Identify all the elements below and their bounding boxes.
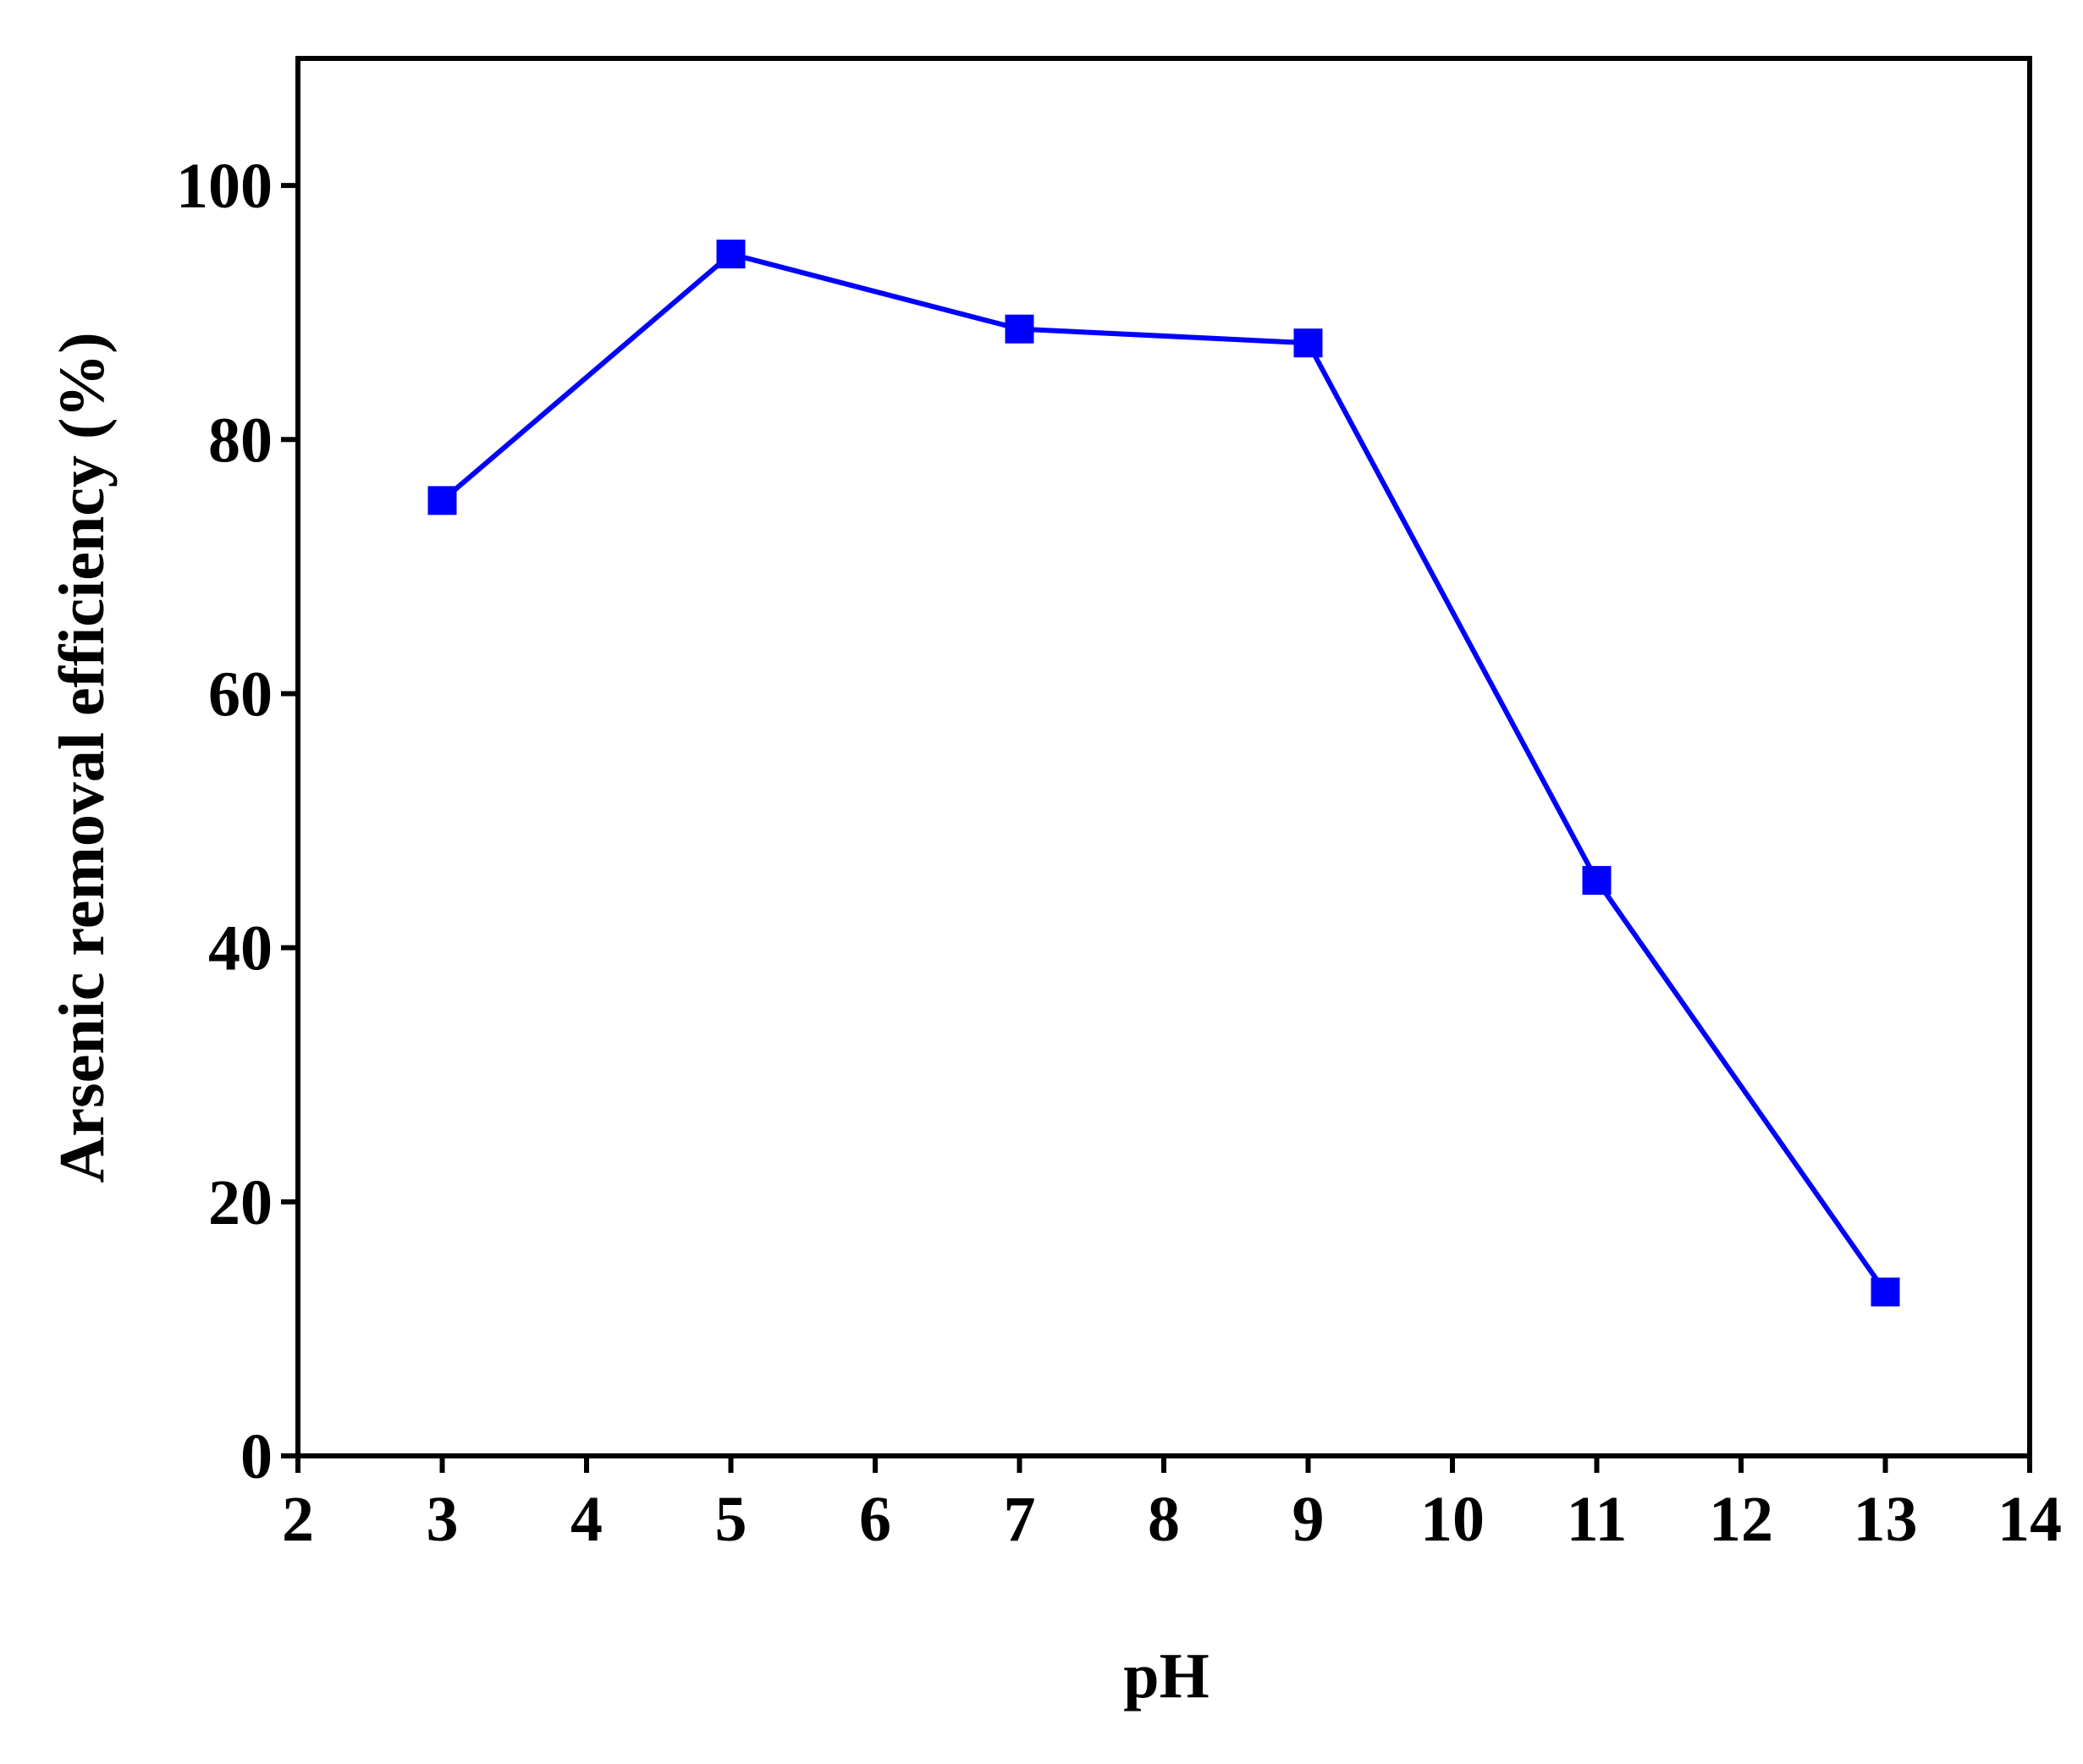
x-tick-label: 6 — [859, 1484, 891, 1555]
x-tick-label: 3 — [427, 1484, 459, 1555]
data-line — [440, 251, 1887, 1294]
x-tick-label: 11 — [1567, 1484, 1628, 1555]
x-axis-label: pH — [1123, 1640, 1209, 1712]
x-tick-label: 4 — [570, 1484, 603, 1555]
x-tick-label: 9 — [1292, 1484, 1325, 1555]
y-tick-label: 0 — [240, 1421, 273, 1492]
y-axis-label: Arsenic removal efficiency (%) — [47, 332, 118, 1182]
y-tick-label: 100 — [176, 151, 273, 222]
x-tick-label: 13 — [1854, 1484, 1918, 1555]
x-tick-label: 14 — [1998, 1484, 2062, 1555]
data-point — [1293, 328, 1323, 358]
data-point — [1582, 866, 1612, 896]
data-point — [1871, 1277, 1900, 1307]
y-tick-label: 20 — [208, 1167, 273, 1238]
x-tick-label: 10 — [1420, 1484, 1485, 1555]
x-tick-label: 2 — [282, 1484, 314, 1555]
y-tick-label: 40 — [208, 913, 273, 984]
y-tick-label: 60 — [208, 659, 273, 730]
x-tick-label: 12 — [1709, 1484, 1773, 1555]
x-tick-label: 5 — [715, 1484, 747, 1555]
x-tick-label: 8 — [1148, 1484, 1180, 1555]
y-tick-label: 80 — [208, 405, 273, 476]
data-point — [1005, 314, 1034, 344]
data-point — [716, 240, 746, 269]
data-point — [427, 486, 457, 515]
x-tick-label: 7 — [1004, 1484, 1036, 1555]
